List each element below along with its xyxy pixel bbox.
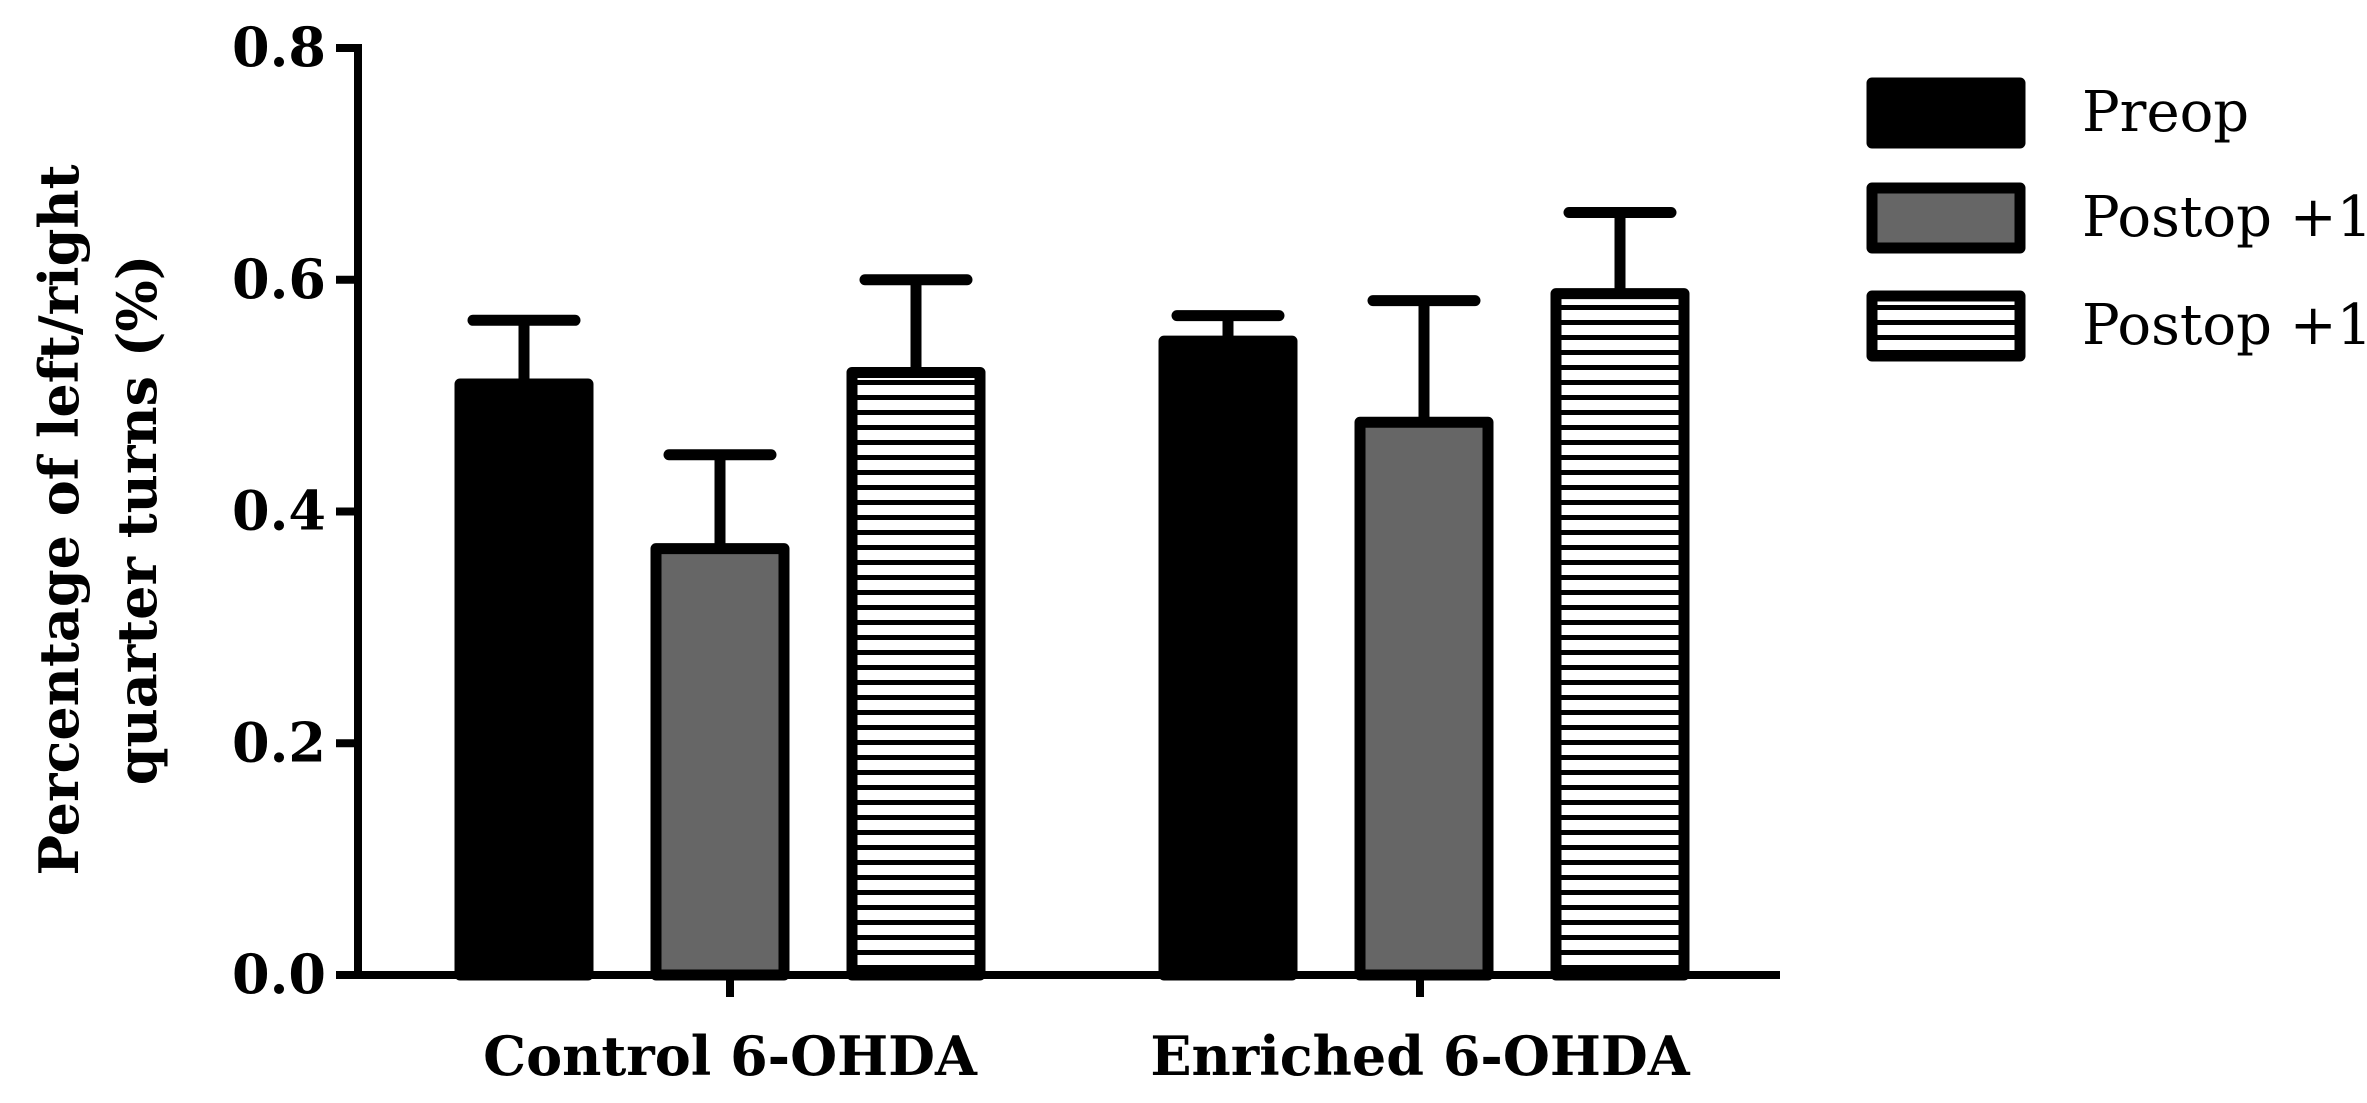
bar-postop-1-enriched-6-ohda (1354, 416, 1494, 981)
x-category-label: Enriched 6-OHDA (1150, 1024, 1690, 1088)
x-category-label: Control 6-OHDA (483, 1024, 978, 1088)
legend-label-preop: Preop (2082, 80, 2249, 145)
y-axis-title-text: Percentage of left/right quarter turns (%… (27, 164, 169, 875)
y-tick-label: 0.2 (232, 710, 326, 774)
y-tick-label: 0.6 (232, 247, 326, 311)
bar-preop-enriched-6-ohda (1158, 335, 1298, 981)
axes-layer: 0.0 0.2 0.4 0.6 0.8 Control 6-OHDA Enriched 6-… (232, 15, 1780, 1088)
bar-postop-1-control-6-ohda (650, 543, 790, 981)
legend-swatch-postop-1 (1866, 182, 2026, 254)
y-axis-title-line: quarter turns (%) (105, 255, 169, 786)
bar-postop-10-enriched-6-ohda (1550, 288, 1690, 981)
bar-preop-control-6-ohda (454, 378, 594, 981)
legend-label-postop-10: Postop +10 (2082, 293, 2367, 358)
legend-swatch-postop-10 (1866, 290, 2026, 362)
legend: Preop Postop +1 Postop +10 (1866, 77, 2367, 362)
legend-swatch-preop (1866, 77, 2026, 149)
y-tick-label: 0.8 (232, 15, 326, 79)
bars-layer (454, 207, 1690, 981)
legend-label-postop-1: Postop +1 (2082, 185, 2367, 250)
y-axis-title-line: Percentage of left/right (27, 164, 91, 875)
bar-postop-10-control-6-ohda (846, 366, 986, 981)
y-axis-title: Percentage of left/right quarter turns (%… (27, 164, 169, 875)
y-tick-label: 0.4 (232, 479, 326, 543)
y-tick-label: 0.0 (232, 942, 326, 1006)
